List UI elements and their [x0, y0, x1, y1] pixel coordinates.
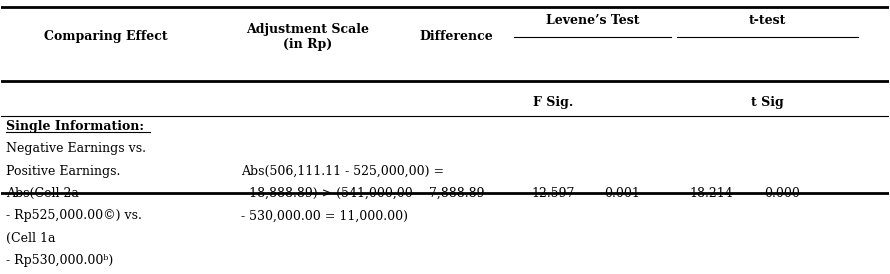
Text: 0.001: 0.001: [604, 187, 641, 200]
Text: - 18,888.89) > (541,000,00: - 18,888.89) > (541,000,00: [241, 187, 413, 200]
Text: Comparing Effect: Comparing Effect: [44, 30, 168, 43]
Text: Single Information:: Single Information:: [6, 120, 144, 133]
Text: - Rp530,000.00ᵇ): - Rp530,000.00ᵇ): [6, 254, 113, 267]
Text: Positive Earnings.: Positive Earnings.: [6, 165, 120, 178]
Text: Levene’s Test: Levene’s Test: [546, 15, 640, 27]
Text: F Sig.: F Sig.: [533, 96, 573, 109]
Text: - 530,000.00 = 11,000.00): - 530,000.00 = 11,000.00): [241, 210, 408, 222]
Text: Abs(506,111.11 - 525,000,00) =: Abs(506,111.11 - 525,000,00) =: [241, 165, 444, 178]
Text: 7,888.89: 7,888.89: [429, 187, 484, 200]
Text: (Cell 1a: (Cell 1a: [6, 232, 55, 245]
Text: Negative Earnings vs.: Negative Earnings vs.: [6, 142, 146, 155]
Text: 0.000: 0.000: [765, 187, 800, 200]
Text: - Rp525,000.00©) vs.: - Rp525,000.00©) vs.: [6, 210, 142, 222]
Text: t-test: t-test: [748, 15, 786, 27]
Text: Adjustment Scale
(in Rp): Adjustment Scale (in Rp): [246, 22, 369, 50]
Text: Abs(Cell 2a: Abs(Cell 2a: [6, 187, 78, 200]
Text: 18.214: 18.214: [689, 187, 733, 200]
Text: Difference: Difference: [420, 30, 493, 43]
Text: t Sig: t Sig: [751, 96, 784, 109]
Text: 12.597: 12.597: [531, 187, 575, 200]
